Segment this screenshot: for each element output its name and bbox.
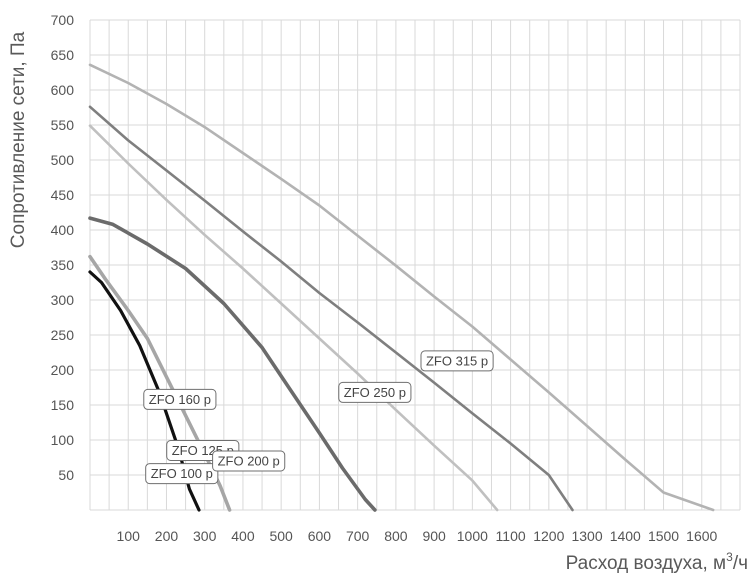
y-tick-label: 300 (51, 292, 75, 308)
x-tick-label: 700 (346, 528, 370, 544)
y-tick-labels: 50 100 150 200 250 300 350 400 450 500 550 600 650 70… (51, 12, 75, 483)
x-tick-label: 1400 (610, 528, 641, 544)
y-tick-label: 350 (51, 257, 75, 273)
series-label-text: ZFO 200 р (218, 454, 280, 469)
series-label-box (420, 350, 494, 372)
x-tick-label: 200 (155, 528, 179, 544)
x-axis-title-sup: 3 (726, 550, 733, 564)
series-label-5: ZFO 315 р (420, 350, 494, 372)
y-tick-label: 50 (58, 467, 74, 483)
series-label-box (143, 388, 217, 410)
y-tick-label: 450 (51, 187, 75, 203)
x-tick-label: 100 (117, 528, 141, 544)
x-tick-label: 400 (231, 528, 255, 544)
series-label-0: ZFO 100 р (145, 463, 219, 485)
series-label-3: ZFO 200 р (212, 450, 286, 472)
series-label-2: ZFO 160 р (143, 388, 217, 410)
x-tick-label: 300 (193, 528, 217, 544)
series-label-4: ZFO 250 р (338, 381, 412, 403)
y-tick-label: 500 (51, 152, 75, 168)
series-label-box (212, 450, 286, 472)
y-tick-label: 200 (51, 362, 75, 378)
series-label-text: ZFO 160 р (149, 392, 211, 407)
series-lines (88, 63, 715, 512)
series-line-2 (88, 216, 377, 512)
series-line-5 (88, 63, 715, 512)
x-tick-labels: 100 200 300 400 500 600 700 800 900 1000 1100 1200 1… (117, 528, 718, 544)
x-tick-label: 1300 (571, 528, 602, 544)
y-tick-label: 250 (51, 327, 75, 343)
series-label-box (338, 381, 412, 403)
x-axis-title-main: Расход воздуха, м (566, 553, 727, 574)
x-tick-label: 800 (384, 528, 408, 544)
x-tick-label: 1500 (648, 528, 679, 544)
series-label-text: ZFO 315 р (426, 353, 488, 368)
series-label-text: ZFO 100 р (151, 466, 213, 481)
y-tick-label: 550 (51, 117, 75, 133)
y-tick-label: 650 (51, 47, 75, 63)
y-axis-title: Сопротивление сети, Па (8, 31, 29, 248)
x-tick-label: 1100 (496, 528, 526, 544)
y-tick-label: 150 (51, 397, 75, 413)
x-tick-label: 1600 (686, 528, 717, 544)
x-tick-label: 1000 (457, 528, 488, 544)
grid (89, 19, 741, 511)
x-axis-title: Расход воздуха, м3/ч (566, 550, 748, 574)
series-label-box (145, 463, 219, 485)
y-tick-label: 100 (51, 432, 75, 448)
x-axis-title-suffix: /ч (733, 553, 748, 574)
y-tick-label: 600 (51, 82, 75, 98)
series-label-text: ZFO 250 р (344, 385, 406, 400)
x-tick-label: 500 (269, 528, 293, 544)
x-tick-label: 900 (422, 528, 446, 544)
series-line-3 (88, 124, 499, 512)
y-tick-label: 400 (51, 222, 75, 238)
x-tick-label: 600 (308, 528, 332, 544)
x-tick-label: 1200 (533, 528, 564, 544)
series-line-4 (88, 105, 574, 512)
y-tick-label: 700 (51, 12, 75, 28)
